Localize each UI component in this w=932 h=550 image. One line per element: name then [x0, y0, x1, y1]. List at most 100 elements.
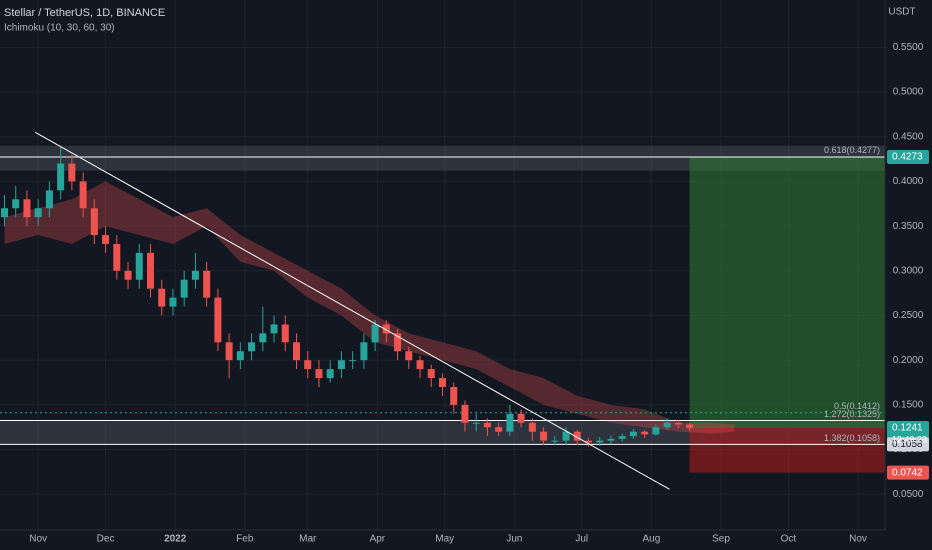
candle-body [57, 163, 65, 191]
price-tag-label: 0.4273 [892, 152, 923, 163]
candle-body [439, 378, 446, 387]
candle-body [45, 190, 53, 209]
ichimoku-cloud [4, 181, 735, 434]
x-tick-label: Mar [299, 534, 317, 545]
candle-body [12, 199, 20, 209]
y-tick-label: 0.3500 [893, 221, 924, 232]
candle-body [382, 324, 390, 334]
candle-body [270, 324, 278, 334]
candle-body [573, 431, 581, 441]
candle-body [618, 436, 626, 439]
x-tick-label: 2022 [164, 534, 187, 545]
fib-label: 1.382(0.1058) [824, 433, 880, 443]
candle-body [23, 199, 31, 218]
candle-body [203, 270, 211, 298]
candle-body [360, 342, 368, 361]
y-tick-label: 0.2000 [893, 355, 924, 366]
candle-body [34, 208, 42, 218]
countdown-label: 12:49:28 [892, 434, 927, 444]
candle-body [102, 235, 110, 244]
candle-body [214, 297, 222, 343]
y-tick-label: 0.5500 [893, 42, 924, 53]
currency-label: USDT [888, 7, 915, 18]
x-tick-label: Dec [97, 534, 115, 545]
price-tag [887, 150, 929, 165]
x-tick-label: May [435, 534, 454, 545]
candle-body [113, 243, 121, 271]
candle-body [191, 270, 199, 280]
candle-body [0, 208, 8, 218]
trendline [35, 131, 670, 490]
price-tag [887, 465, 929, 480]
candle-body [461, 404, 469, 423]
candle-body [596, 440, 604, 443]
y-tick-label: 0.3000 [893, 265, 924, 276]
candle-body [337, 360, 345, 370]
candle-body [528, 422, 536, 432]
plot-area: 0.618(0.4277) 0.5(0.1412)1.272(0.1325) 1.3… [0, 0, 885, 530]
chart-title: Stellar / TetherUS, 1D, BINANCE [4, 7, 165, 19]
stop-zone [689, 428, 885, 473]
x-tick-label: Nov [29, 534, 47, 545]
candle-body [686, 424, 694, 429]
candle-body [585, 440, 593, 443]
candle-body [495, 427, 503, 432]
candle-body [146, 252, 154, 289]
price-tag-label: 0.1241 [892, 423, 923, 434]
candle-body [483, 422, 491, 428]
candle-body [124, 270, 132, 280]
y-tick-label: 0.0500 [893, 489, 924, 500]
candle-body [562, 431, 570, 441]
fib-label: 0.618(0.4277) [824, 145, 880, 155]
candle-body [540, 431, 548, 441]
candle-body [607, 438, 615, 441]
fib-label: 0.5(0.1412) [834, 401, 880, 411]
candle-body [405, 351, 413, 361]
candle-body [427, 369, 435, 379]
fib-label: 1.272(0.1325) [824, 409, 880, 419]
candle-body [90, 208, 98, 236]
target-zone-fill [689, 157, 885, 429]
candle-body [304, 360, 312, 370]
candle-body [506, 413, 514, 432]
y-tick-label: 0.1500 [893, 400, 924, 411]
y-tick-label: 0.5000 [893, 87, 924, 98]
candle-body [169, 297, 177, 307]
price-tag-label: 0.0742 [892, 467, 923, 478]
candle-body [326, 369, 334, 379]
candle-body [315, 369, 323, 379]
x-tick-label: Nov [849, 534, 867, 545]
candle-body [180, 279, 188, 298]
candle-body [371, 324, 379, 343]
candle-body [394, 333, 402, 352]
candle-body [135, 252, 143, 280]
candle-body [281, 324, 289, 343]
x-tick-label: Aug [642, 534, 660, 545]
candle-body [551, 440, 559, 442]
y-tick-label: 0.4000 [893, 176, 924, 187]
candle-body [663, 422, 671, 428]
candle-body [641, 431, 649, 435]
candle-body [652, 427, 660, 435]
candle-body [674, 422, 682, 425]
candle-body [79, 181, 87, 209]
candle-body [349, 360, 357, 362]
x-tick-label: Apr [370, 534, 386, 545]
candle-body [629, 431, 637, 437]
x-tick-label: Jul [575, 534, 588, 545]
x-tick-label: Jun [506, 534, 522, 545]
price-tag-label: 0.1058 [892, 439, 923, 450]
x-tick-label: Oct [781, 534, 797, 545]
x-tick-label: Sep [712, 534, 730, 545]
indicator-label: Ichimoku (10, 30, 60, 30) [4, 23, 115, 34]
candle-body [416, 360, 424, 370]
price-tag [887, 437, 929, 452]
x-tick-label: Feb [236, 534, 254, 545]
candle-body [472, 422, 480, 424]
candle-body [68, 163, 76, 182]
candle-body [158, 288, 166, 307]
y-tick-label: 0.2500 [893, 310, 924, 321]
candle-body [292, 342, 300, 361]
candle-body [248, 342, 256, 352]
